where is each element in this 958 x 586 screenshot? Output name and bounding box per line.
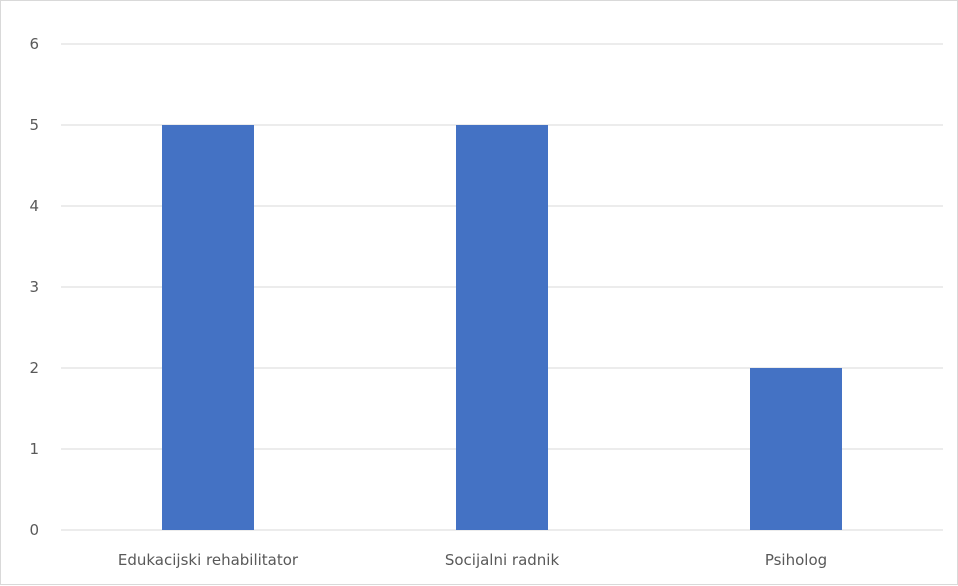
bar-0 [162, 125, 254, 530]
y-tick-label: 6 [29, 35, 39, 53]
y-tick-label: 0 [29, 521, 39, 539]
bars [162, 125, 842, 530]
bar-1 [456, 125, 548, 530]
y-tick-label: 3 [29, 278, 39, 296]
x-category-label: Psiholog [765, 551, 827, 569]
y-tick-label: 4 [29, 197, 39, 215]
y-tick-label: 2 [29, 359, 39, 377]
y-axis-tick-labels: 0 1 2 3 4 5 6 [29, 35, 39, 539]
bar-2 [750, 368, 842, 530]
x-axis-category-labels: Edukacijski rehabilitator Socijalni radni… [118, 551, 827, 569]
x-category-label: Edukacijski rehabilitator [118, 551, 299, 569]
y-tick-label: 1 [29, 440, 39, 458]
y-tick-label: 5 [29, 116, 39, 134]
x-category-label: Socijalni radnik [445, 551, 560, 569]
